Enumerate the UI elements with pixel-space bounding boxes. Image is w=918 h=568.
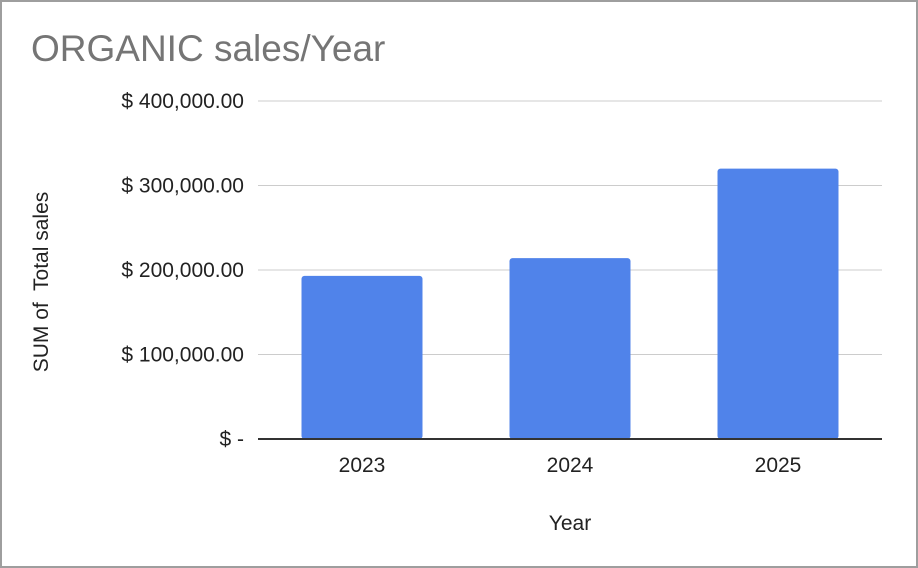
y-tick-label: $ 400,000.00 — [121, 90, 244, 113]
y-tick-label: $ - — [219, 428, 244, 451]
y-tick-label: $ 200,000.00 — [121, 259, 244, 282]
x-tick-label: 2025 — [755, 454, 802, 477]
y-tick-label: $ 300,000.00 — [121, 175, 244, 198]
x-tick-label: 2023 — [339, 454, 386, 477]
x-axis-title: Year — [549, 512, 591, 535]
y-axis-title: SUM of Total sales — [30, 192, 53, 373]
chart-title: ORGANIC sales/Year — [31, 28, 386, 69]
bar — [301, 275, 423, 439]
y-tick-label: $ 100,000.00 — [121, 344, 244, 367]
x-tick-label: 2024 — [547, 454, 594, 477]
bar — [509, 258, 631, 439]
bar — [717, 168, 839, 439]
